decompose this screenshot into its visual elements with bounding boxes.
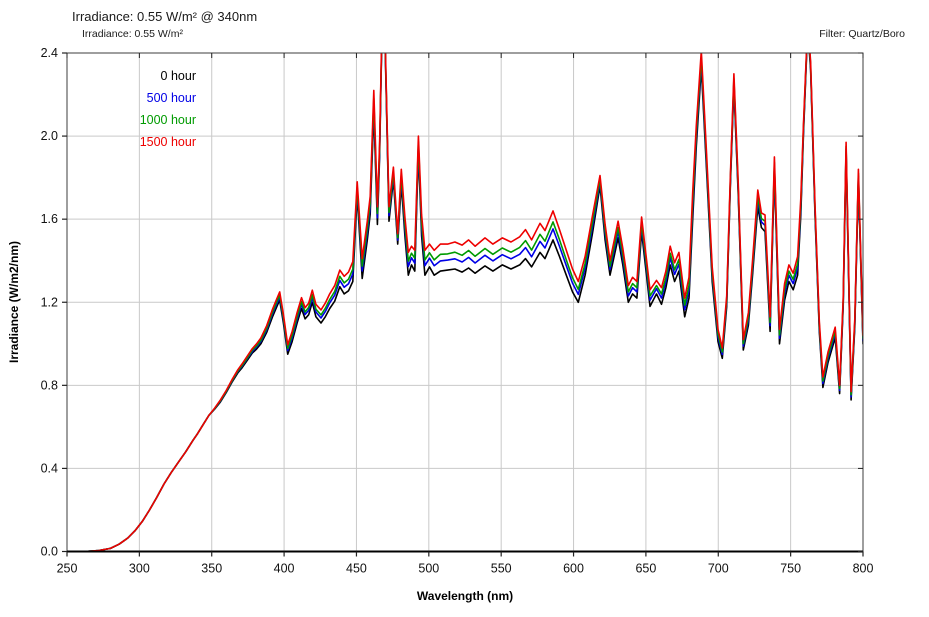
svg-text:500: 500 bbox=[418, 562, 439, 576]
svg-text:400: 400 bbox=[274, 562, 295, 576]
svg-text:350: 350 bbox=[201, 562, 222, 576]
axis-ticks bbox=[62, 52, 864, 557]
y-axis-title: Irradiance (W/m2/nm) bbox=[7, 240, 21, 364]
x-axis-title: Wavelength (nm) bbox=[416, 589, 514, 603]
svg-text:0.0: 0.0 bbox=[41, 545, 58, 559]
svg-text:650: 650 bbox=[635, 562, 656, 576]
svg-text:450: 450 bbox=[346, 562, 367, 576]
svg-text:2.4: 2.4 bbox=[41, 46, 58, 60]
svg-text:300: 300 bbox=[129, 562, 150, 576]
svg-text:700: 700 bbox=[708, 562, 729, 576]
svg-text:0.4: 0.4 bbox=[41, 461, 58, 475]
gridlines bbox=[67, 53, 863, 552]
chart-title: Irradiance: 0.55 W/m² @ 340nm bbox=[72, 9, 258, 24]
legend-item-1000-hour: 1000 hour bbox=[139, 113, 196, 127]
legend-item-1500-hour: 1500 hour bbox=[139, 135, 196, 149]
chart-subtitle: Irradiance: 0.55 W/m² bbox=[82, 28, 183, 40]
svg-text:250: 250 bbox=[57, 562, 78, 576]
svg-text:0.8: 0.8 bbox=[41, 378, 58, 392]
svg-text:600: 600 bbox=[563, 562, 584, 576]
svg-text:800: 800 bbox=[853, 562, 874, 576]
svg-text:750: 750 bbox=[780, 562, 801, 576]
filter-annotation: Filter: Quartz/Boro bbox=[819, 28, 905, 40]
legend-item-0-hour: 0 hour bbox=[160, 69, 196, 83]
svg-text:550: 550 bbox=[491, 562, 512, 576]
svg-text:1.6: 1.6 bbox=[41, 212, 58, 226]
spectral-curves bbox=[67, 53, 863, 552]
svg-text:1.2: 1.2 bbox=[41, 295, 58, 309]
legend-item-500-hour: 500 hour bbox=[146, 91, 196, 105]
axis-tick-labels: 250 300 350 400 450 500 550 600 650 700 750 800 0.0 0… bbox=[41, 46, 874, 576]
legend: 0 hour 500 hour 1000 hour 1500 hour bbox=[88, 65, 196, 153]
svg-text:2.0: 2.0 bbox=[41, 129, 58, 143]
